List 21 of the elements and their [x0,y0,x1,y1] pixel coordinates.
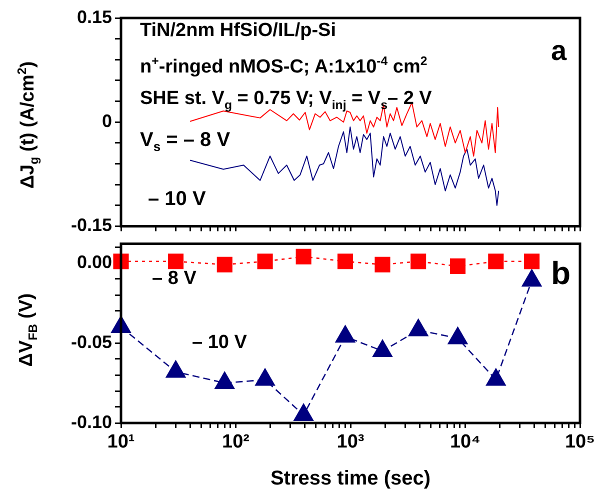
x-tick-label: 10⁵ [564,432,596,453]
x-tick-label: 10³ [336,432,364,453]
y-tick-label: -0.05 [70,332,112,352]
annotation: TiN/2nm HfSiO/IL/p-Si [140,20,336,42]
annotation: a [551,35,567,67]
series-label: – 10 V [192,332,247,354]
series-label: V$_{s}$ = – 8 V [140,129,230,154]
x-tick-label: 10¹ [107,432,135,453]
series-label: – 10 V [148,188,206,211]
y-tick-label: -0.10 [70,412,112,432]
x-axis-title: Stress time (sec) [270,468,431,490]
annotation: b [551,255,571,292]
y-tick-label: 0.00 [76,252,112,272]
x-tick-label: 10² [222,432,250,453]
y-tick-label: 0 [102,111,112,132]
y-tick-label: -0.15 [70,215,112,236]
annotation: SHE st. V$_{g}$ = 0.75 V; V$_{inj}$ = V$_{s}$– 2 V [140,88,432,112]
series-label: – 8 V [152,268,196,290]
annotation: n$^{+}$-ringed nMOS-C; A:1x10$^{-4}$ cm$^{2}$ [140,54,428,78]
y-tick-label: 0.15 [76,6,112,27]
x-tick-label: 10⁴ [450,432,481,453]
